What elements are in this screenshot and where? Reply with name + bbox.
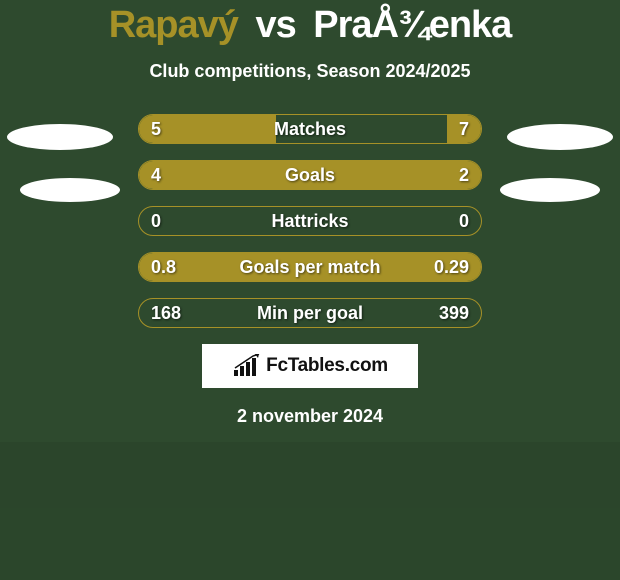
page-title: Rapavý vs PraÅ¾enka [0, 0, 620, 47]
stat-value-right: 0 [459, 207, 469, 235]
subtitle-text: Club competitions, Season 2024/2025 [0, 61, 620, 82]
bar-growth-icon [232, 354, 262, 378]
snapshot-date: 2 november 2024 [0, 406, 620, 427]
footer-shade [0, 442, 620, 580]
stat-row: 0Hattricks0 [138, 206, 482, 236]
stats-bar-group: 5Matches7 4Goals2 0Hattricks0 0.8Goals per … [138, 114, 482, 328]
stat-label: Min per goal [139, 299, 481, 327]
stat-value-right: 399 [439, 299, 469, 327]
player1-name: Rapavý [109, 4, 238, 46]
stat-row: 4Goals2 [138, 160, 482, 190]
brand-text: FcTables.com [266, 355, 388, 377]
player2-logo-placeholder [507, 124, 613, 150]
player2-name: PraÅ¾enka [313, 4, 511, 46]
vs-separator: vs [255, 4, 295, 46]
player1-sublogo-placeholder [20, 178, 120, 202]
stat-row: 168Min per goal399 [138, 298, 482, 328]
stat-label: Matches [139, 115, 481, 143]
stat-value-right: 0.29 [434, 253, 469, 281]
player1-logo-placeholder [7, 124, 113, 150]
stat-label: Goals per match [139, 253, 481, 281]
brand-box: FcTables.com [202, 344, 418, 388]
stat-row: 5Matches7 [138, 114, 482, 144]
stat-label: Goals [139, 161, 481, 189]
stat-label: Hattricks [139, 207, 481, 235]
player2-sublogo-placeholder [500, 178, 600, 202]
comparison-widget: Rapavý vs PraÅ¾enka Club competitions, S… [0, 0, 620, 427]
stat-value-right: 7 [459, 115, 469, 143]
stat-row: 0.8Goals per match0.29 [138, 252, 482, 282]
stat-value-right: 2 [459, 161, 469, 189]
